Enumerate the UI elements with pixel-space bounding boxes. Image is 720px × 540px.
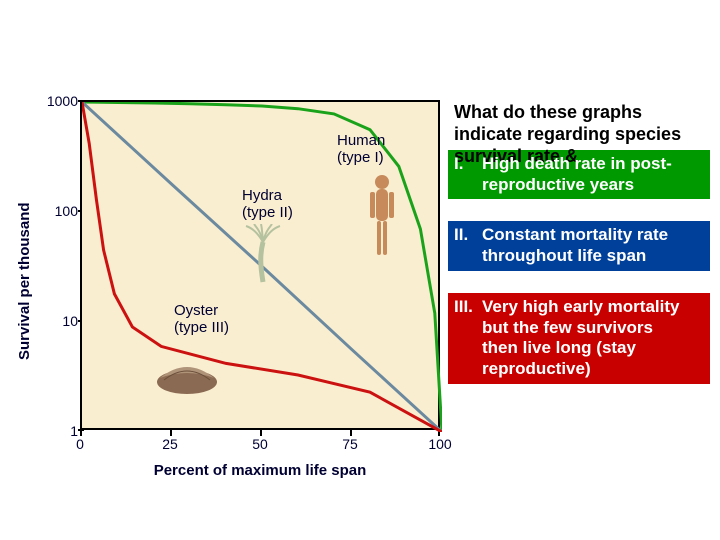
ytick-100: 100 [30, 203, 78, 219]
xtick-0: 0 [65, 436, 95, 452]
xtick-25: 25 [155, 436, 185, 452]
ytick-1000: 1000 [30, 93, 78, 109]
hydra-icon [242, 224, 284, 284]
answer-iii-num: III. [454, 297, 482, 318]
oyster-icon [152, 354, 222, 396]
label-human-text: Human (type I) [337, 132, 385, 166]
x-axis-label: Percent of maximum life span [80, 462, 440, 479]
answer-i-text: High death rate in post-reproductive yea… [482, 154, 688, 195]
text-column: What do these graphs indicate regarding … [448, 98, 710, 384]
answer-iii: III.Very high early mortality but the fe… [448, 293, 710, 384]
ytick-10: 10 [30, 313, 78, 329]
answer-iii-text: Very high early mortality but the few su… [482, 297, 688, 380]
label-hydra-text: Hydra (type II) [242, 187, 293, 221]
xtick-50: 50 [245, 436, 275, 452]
plot-area: Human (type I) Hydra (type II) Oyster (t… [80, 100, 440, 430]
xtick-100: 100 [425, 436, 455, 452]
answer-ii-num: II. [454, 225, 482, 246]
answer-i-num: I. [454, 154, 482, 175]
label-hydra: Hydra (type II) [242, 187, 293, 222]
answer-ii: II.Constant mortality rate throughout li… [448, 221, 710, 270]
human-icon [362, 172, 402, 262]
answer-ii-text: Constant mortality rate throughout life … [482, 225, 688, 266]
answer-i: I.High death rate in post-reproductive y… [448, 150, 710, 199]
chart: Survival per thousand 1000 100 10 1 0 25… [20, 100, 440, 500]
xtick-75: 75 [335, 436, 365, 452]
y-axis-label: Survival per thousand [16, 202, 33, 360]
slide: Survival per thousand 1000 100 10 1 0 25… [0, 0, 720, 540]
label-oyster-text: Oyster (type III) [174, 302, 229, 336]
label-human: Human (type I) [337, 132, 385, 167]
label-oyster: Oyster (type III) [174, 302, 229, 337]
